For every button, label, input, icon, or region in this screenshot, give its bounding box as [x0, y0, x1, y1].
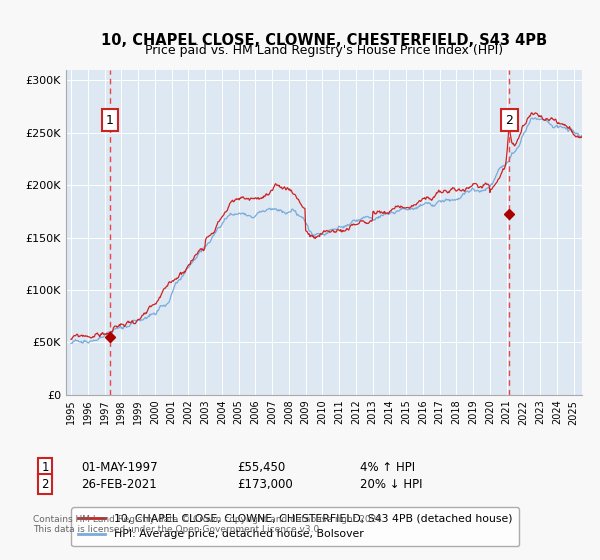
Text: This data is licensed under the Open Government Licence v3.0.: This data is licensed under the Open Gov…	[33, 525, 322, 534]
Text: 20% ↓ HPI: 20% ↓ HPI	[360, 478, 422, 491]
Text: 26-FEB-2021: 26-FEB-2021	[81, 478, 157, 491]
Title: 10, CHAPEL CLOSE, CLOWNE, CHESTERFIELD, S43 4PB: 10, CHAPEL CLOSE, CLOWNE, CHESTERFIELD, …	[101, 33, 547, 48]
Text: 1: 1	[106, 114, 114, 127]
Legend: 10, CHAPEL CLOSE, CLOWNE, CHESTERFIELD, S43 4PB (detached house), HPI: Average p: 10, CHAPEL CLOSE, CLOWNE, CHESTERFIELD, …	[71, 507, 518, 546]
Text: 01-MAY-1997: 01-MAY-1997	[81, 461, 158, 474]
Text: 1: 1	[41, 461, 49, 474]
Text: Contains HM Land Registry data © Crown copyright and database right 2024.: Contains HM Land Registry data © Crown c…	[33, 515, 385, 524]
Text: 2: 2	[505, 114, 513, 127]
Text: 4% ↑ HPI: 4% ↑ HPI	[360, 461, 415, 474]
Text: Price paid vs. HM Land Registry's House Price Index (HPI): Price paid vs. HM Land Registry's House …	[145, 44, 503, 57]
Text: £55,450: £55,450	[237, 461, 285, 474]
Text: £173,000: £173,000	[237, 478, 293, 491]
Text: 2: 2	[41, 478, 49, 491]
